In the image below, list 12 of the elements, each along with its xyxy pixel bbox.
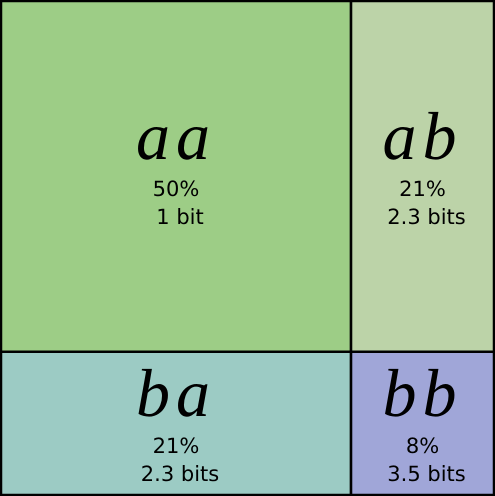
text: 2.3 bits — [140, 462, 220, 486]
data-label: 21% — [152, 434, 200, 458]
text: 2.3 bits — [387, 204, 466, 229]
text: 3.5 bits — [387, 462, 466, 486]
text: 1 bit — [156, 204, 204, 229]
data-label: 50% — [152, 176, 200, 201]
category-label: bb — [382, 355, 463, 432]
category-label: ab — [382, 98, 463, 174]
category-label: aa — [136, 98, 216, 174]
data-label: 21% — [399, 176, 446, 201]
category-label: ba — [136, 355, 216, 432]
data-label: 8% — [406, 434, 440, 458]
